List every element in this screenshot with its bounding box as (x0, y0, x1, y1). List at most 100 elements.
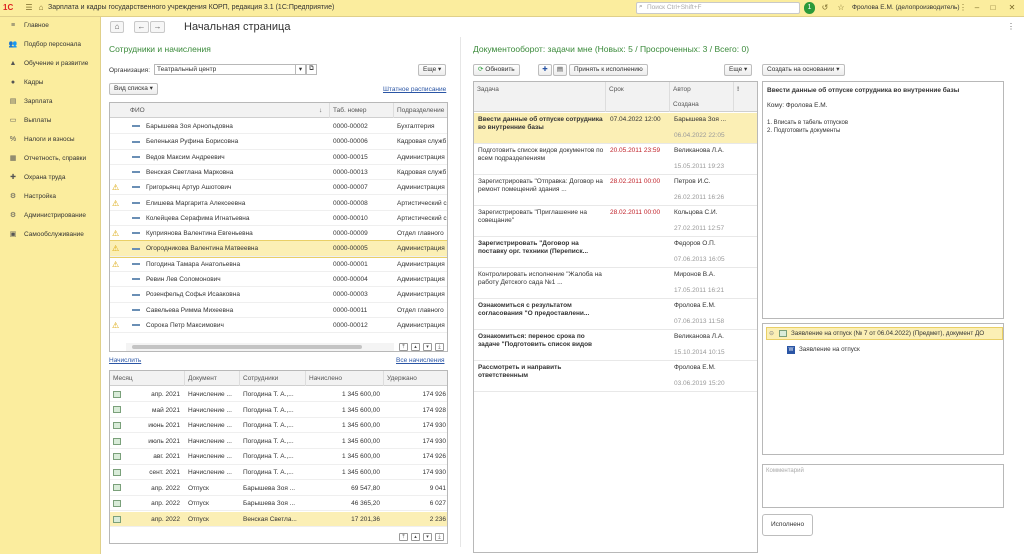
task-row[interactable]: Подготовить список видов документов по в… (474, 144, 757, 175)
table-row[interactable]: апр. 2022 Отпуск Венская Светла... 17 201,3… (110, 511, 447, 528)
more-icon[interactable]: ⋮ (1007, 22, 1015, 31)
table-row[interactable]: Беленькая Руфина Борисовна 0000-00006 Кадр… (110, 134, 447, 150)
back-button[interactable]: ← (134, 21, 149, 33)
menu-icon[interactable]: ☰ (25, 3, 33, 12)
accruals-table[interactable]: Месяц Документ Сотрудники Начислено Удер… (109, 370, 448, 544)
favorites-icon[interactable]: ☆ (837, 3, 845, 12)
task-row[interactable]: Зарегистрировать "Договор на поставку ор… (474, 237, 757, 268)
column-header-name[interactable]: ФИО (110, 103, 330, 118)
table-row[interactable]: Ревин Лев Соломонович 0000-00004 Администр… (110, 272, 447, 288)
sidebar-item-staff[interactable]: ● Кадры (0, 74, 101, 91)
table-row[interactable]: ⚠ Григорьянц Артур Ашотович 0000-00007 Адми… (110, 180, 447, 196)
employees-hscroll[interactable] (126, 343, 394, 351)
scroll-top-icon[interactable]: ⤒ (399, 533, 408, 541)
attachment-item[interactable]: ⊖ Заявление на отпуск (№ 7 от 06.04.2022… (766, 327, 1003, 340)
sidebar-item-self-service[interactable]: ▣ Самообслуживание (0, 226, 101, 243)
table-row[interactable]: Барышева Зоя Арнольдовна 0000-00002 Бухгал… (110, 119, 447, 135)
column-header-task[interactable]: Задача (474, 82, 606, 112)
docflow-more-button[interactable]: Еще ▾ (724, 64, 753, 76)
history-icon[interactable]: ↺ (821, 3, 829, 12)
task-row[interactable]: Рассмотреть и направить ответственным Фро… (474, 361, 757, 392)
column-header-employees[interactable]: Сотрудники (240, 371, 306, 386)
task-row[interactable]: Зарегистрировать "Отправка: Договор на р… (474, 175, 757, 206)
staff-schedule-link[interactable]: Штатное расписание (383, 86, 447, 93)
close-icon[interactable]: ✕ (1008, 3, 1016, 12)
employees-more-button[interactable]: Еще ▾ (418, 64, 447, 76)
table-row[interactable]: Венская Светлана Марковна 0000-00013 Кадро… (110, 165, 447, 181)
table-row[interactable]: ⚠ Елишева Маргарита Алексеевна 0000-00008 А… (110, 196, 447, 211)
sidebar-item-education[interactable]: ▲ Обучение и развитие (0, 55, 101, 72)
table-row[interactable]: апр. 2021 Начисление ... Погодина Т. А.,..… (110, 387, 447, 403)
table-row[interactable]: июль 2021 Начисление ... Погодина Т. А.,..… (110, 434, 447, 450)
column-header-author[interactable]: Автор (670, 82, 734, 97)
scroll-thumb[interactable] (132, 345, 362, 349)
task-row[interactable]: Контролировать исполнение "Жалоба на раб… (474, 268, 757, 299)
sidebar-item-taxes[interactable]: % Налоги и взносы (0, 131, 101, 148)
org-open-button[interactable]: ⧉ (306, 64, 317, 75)
done-button[interactable]: Исполнено (762, 514, 814, 536)
collapse-icon[interactable]: ⊖ (769, 331, 775, 337)
home-icon[interactable]: ⌂ (38, 3, 44, 12)
column-header-month[interactable]: Месяц (110, 371, 185, 386)
view-list-button[interactable]: Вид списка ▾ (109, 83, 158, 95)
add-task-button[interactable]: ✚ (538, 64, 552, 76)
notifications-icon[interactable]: 1 (804, 2, 815, 14)
column-header-dept[interactable]: Подразделение (394, 103, 447, 118)
scroll-up-icon[interactable]: ▴ (411, 533, 420, 541)
table-row[interactable]: сент. 2021 Начисление ... Погодина Т. А.,.… (110, 465, 447, 481)
table-row[interactable]: апр. 2022 Отпуск Барышева Зоя ... 46 365,20… (110, 496, 447, 512)
accept-button[interactable]: Принять к исполнению (569, 64, 648, 76)
attachments-tree[interactable]: ⊖ Заявление на отпуск (№ 7 от 06.04.2022… (762, 323, 1004, 455)
org-select[interactable]: Театральный центр (154, 64, 296, 75)
task-row[interactable]: Ознакомиться: перенос срока по задаче "П… (474, 330, 757, 361)
scroll-top-icon[interactable]: ⤒ (399, 343, 408, 351)
table-row[interactable]: авг. 2021 Начисление ... Погодина Т. А.,..… (110, 449, 447, 465)
table-row[interactable]: ⚠ Огородникова Валентина Матвеевна 0000-00… (110, 240, 447, 258)
sidebar-item-safety[interactable]: ✚ Охрана труда (0, 169, 101, 186)
sidebar-item-reports[interactable]: ▦ Отчетность, справки (0, 150, 101, 167)
column-header-tab[interactable]: Таб. номер (330, 103, 394, 118)
org-dropdown-button[interactable]: ▾ (295, 64, 306, 75)
scroll-down-icon[interactable]: ▾ (423, 533, 432, 541)
column-header-due[interactable]: Срок (606, 82, 670, 112)
table-row[interactable]: ⚠ Сорока Петр Максимович 0000-00012 Админис… (110, 318, 447, 334)
refresh-button[interactable]: ⟳ Обновить (473, 64, 520, 76)
scroll-bottom-icon[interactable]: ⤓ (435, 533, 444, 541)
sidebar-item-salary[interactable]: ▤ Зарплата (0, 93, 101, 110)
table-row[interactable]: Ведов Максим Андреевич 0000-00015 Админист… (110, 150, 447, 165)
sidebar-item-admin[interactable]: ⚙ Администрирование (0, 207, 101, 224)
comment-input[interactable]: Комментарий (762, 464, 1004, 508)
scroll-up-icon[interactable]: ▴ (411, 343, 420, 351)
home-button[interactable]: ⌂ (110, 21, 124, 33)
sidebar-item-payments[interactable]: ▭ Выплаты (0, 112, 101, 129)
more-icon[interactable]: ⋮ (959, 3, 967, 12)
minimize-icon[interactable]: – (974, 3, 980, 12)
employees-table[interactable]: ФИО ↓ Таб. номер Подразделение Барышева … (109, 102, 448, 352)
tasks-table[interactable]: Задача Срок Автор Создана ! Ввести данны… (473, 81, 758, 553)
maximize-icon[interactable]: □ (990, 3, 996, 12)
table-row[interactable]: ⚠ Погодина Тамара Анатольевна 0000-00001 Ад… (110, 257, 447, 272)
column-header-accrued[interactable]: Начислено (306, 371, 384, 386)
sidebar-item-main[interactable]: ≡ Главное (0, 17, 101, 34)
table-row[interactable]: апр. 2022 Отпуск Барышева Зоя ... 69 547,80… (110, 481, 447, 496)
column-header-document[interactable]: Документ (185, 371, 240, 386)
sidebar-item-settings[interactable]: ⚙ Настройка (0, 188, 101, 205)
search-input[interactable]: ⌕ Поиск Ctrl+Shift+F (636, 2, 800, 14)
print-button[interactable]: ▤ (553, 64, 567, 76)
table-row[interactable]: июнь 2021 Начисление ... Погодина Т. А.,..… (110, 418, 447, 434)
table-row[interactable]: ⚠ Куприянова Валентина Евгеньевна 0000-000… (110, 226, 447, 242)
scroll-down-icon[interactable]: ▾ (423, 343, 432, 351)
scroll-bottom-icon[interactable]: ⤓ (435, 343, 444, 351)
task-row[interactable]: Ознакомиться с результатом согласования … (474, 299, 757, 330)
create-based-button[interactable]: Создать на основании ▾ (762, 64, 845, 76)
column-header-created[interactable]: Создана (670, 97, 734, 112)
column-header-deducted[interactable]: Удержано (384, 371, 447, 386)
current-user[interactable]: Фролова Е.М. (делопроизводитель) (852, 4, 960, 11)
attachment-child[interactable]: W Заявление на отпуск (787, 345, 987, 356)
task-row[interactable]: Ввести данные об отпуске сотрудника во в… (474, 113, 757, 144)
table-row[interactable]: май 2021 Начисление ... Погодина Т. А.,...… (110, 403, 447, 418)
column-header-importance[interactable]: ! (734, 82, 757, 112)
all-accruals-link[interactable]: Все начисления (396, 357, 445, 364)
table-row[interactable]: Савельева Римма Михеевна 0000-00011 Отдел … (110, 303, 447, 318)
forward-button[interactable]: → (150, 21, 165, 33)
